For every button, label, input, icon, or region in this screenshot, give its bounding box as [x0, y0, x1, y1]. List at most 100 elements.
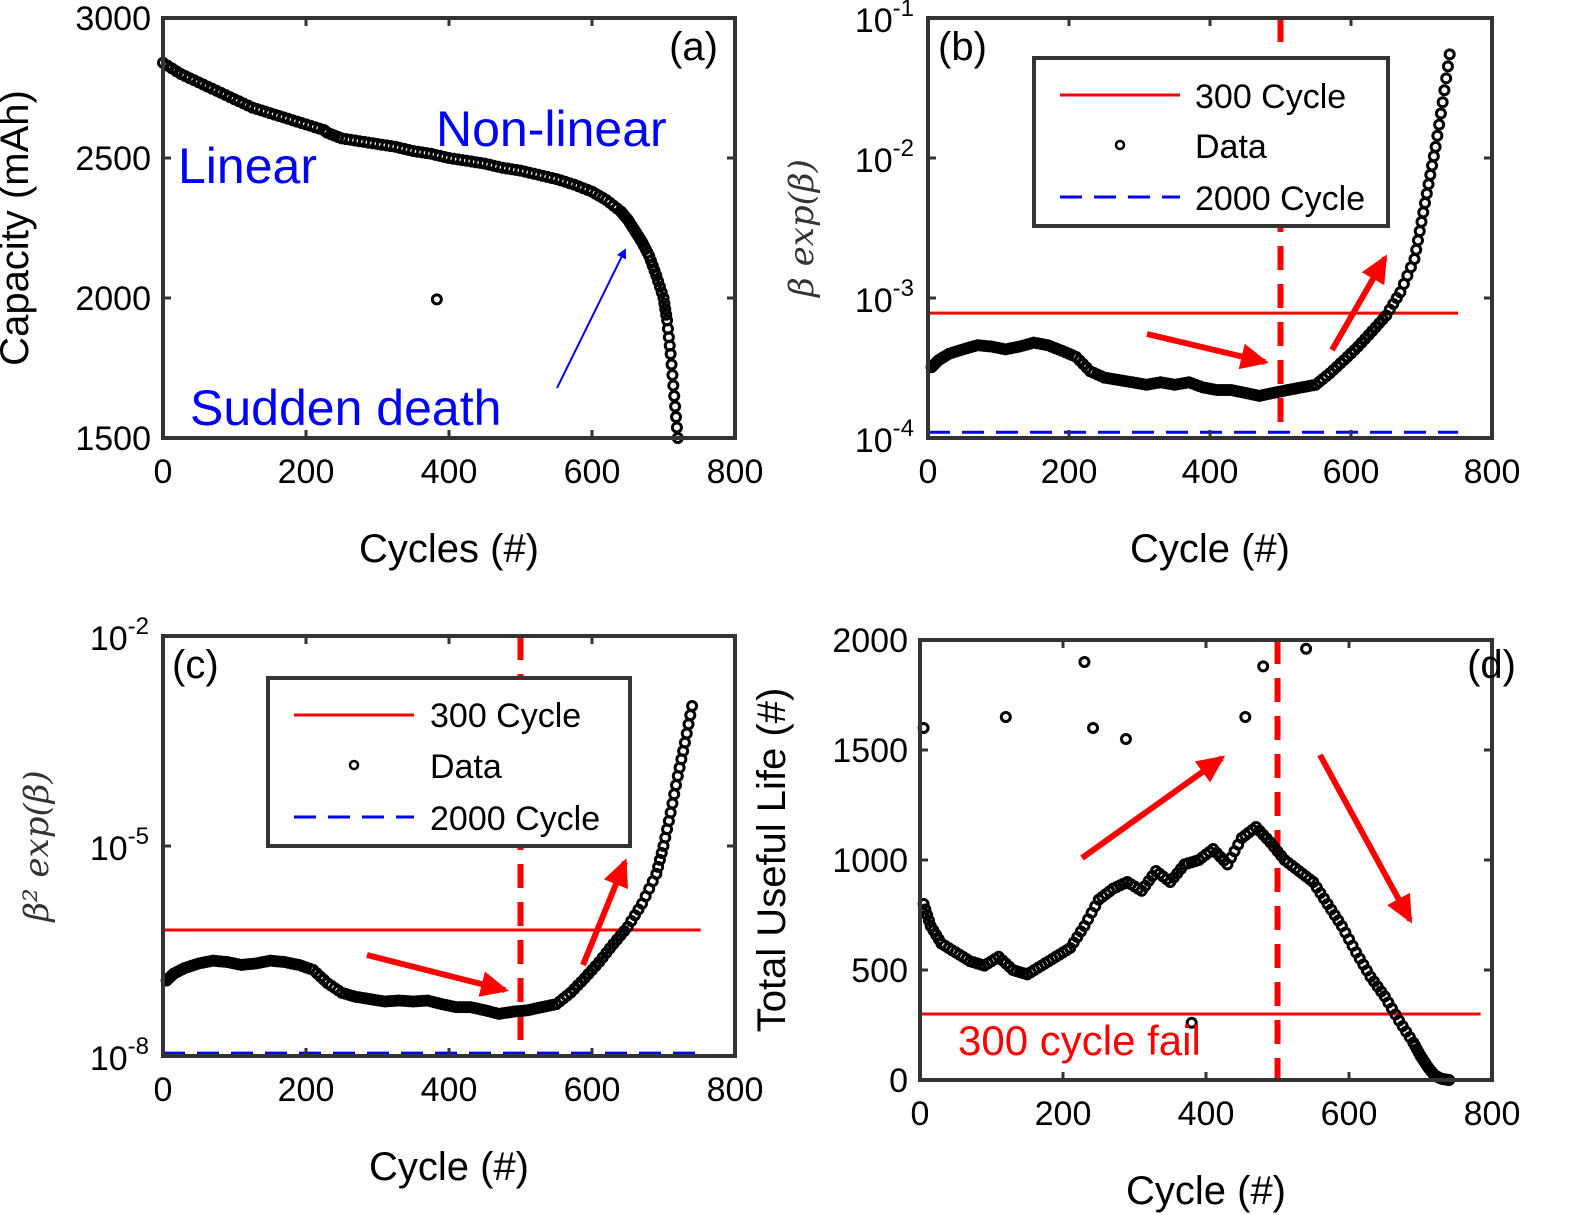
x-tick-label: 600 — [1323, 453, 1380, 491]
trend-arrow-2 — [580, 858, 628, 967]
data-point — [655, 846, 668, 859]
data-point — [665, 358, 678, 371]
data-point — [678, 736, 691, 749]
y-axis-label: β² exp(β) — [17, 770, 57, 923]
data-point — [680, 727, 693, 740]
annotation-non-linear: Non-linear — [436, 101, 667, 157]
data-point — [670, 779, 683, 792]
x-axis-label: Cycle (#) — [369, 1145, 529, 1189]
data-point — [1411, 234, 1424, 247]
x-tick-label: 200 — [1041, 453, 1098, 491]
data-point — [686, 700, 699, 712]
data-point — [668, 390, 681, 402]
y-tick-label: 10-5 — [90, 823, 149, 868]
data-point — [667, 379, 680, 392]
trend-arrow-2 — [1317, 753, 1413, 924]
x-tick-label: 400 — [1178, 1095, 1235, 1133]
panel-tag-a: (a) — [669, 25, 718, 69]
data-point — [1426, 159, 1439, 172]
panel-tag-c: (c) — [172, 643, 219, 687]
outlier-point — [430, 293, 443, 306]
data-point — [922, 914, 935, 927]
y-axis-label: β exp(β) — [782, 159, 822, 299]
x-tick-label: 800 — [707, 1071, 764, 1109]
legend-label-data: Data — [1195, 128, 1267, 166]
trend-arrow-2 — [1329, 254, 1388, 352]
data-point — [1433, 118, 1446, 131]
outlier-point — [1087, 722, 1100, 734]
y-axis-label: Total Useful Life (#) — [750, 688, 794, 1033]
outlier-point — [1300, 642, 1313, 655]
data-point — [666, 797, 679, 810]
data-point — [1420, 187, 1433, 200]
outlier-point — [1119, 733, 1132, 745]
trend-arrow-1 — [366, 952, 509, 997]
data-point — [664, 806, 677, 819]
x-tick-label: 800 — [1464, 453, 1521, 491]
data-point — [1436, 96, 1449, 109]
data-point — [1415, 215, 1428, 228]
data-point — [684, 709, 697, 722]
trend-arrow-1 — [1146, 331, 1269, 370]
data-point — [650, 269, 663, 282]
panel-b-beta-exp: 0 200 400 600 800 10-4 10-3 10-2 10-1 Cycle (#) β … — [782, 0, 1520, 571]
data-point — [1438, 84, 1451, 97]
panel-tag-b: (b) — [938, 25, 987, 69]
y-tick-label: 1500 — [832, 732, 908, 770]
y-tick-label: 2000 — [75, 280, 151, 318]
data-point — [657, 292, 670, 304]
data-point — [658, 297, 671, 310]
x-tick-label: 400 — [421, 1071, 478, 1109]
x-axis-label: Cycle (#) — [1126, 1169, 1286, 1213]
data-point — [682, 718, 695, 731]
x-tick-label: 0 — [154, 1071, 173, 1109]
data-point — [650, 867, 663, 880]
x-tick-label: 200 — [278, 1071, 335, 1109]
x-tick-label: 400 — [1182, 453, 1239, 491]
axes-frame — [161, 16, 737, 440]
outlier-point — [1239, 711, 1252, 723]
data-point — [660, 308, 673, 321]
y-tick-label: 2500 — [75, 140, 151, 178]
data-point — [1431, 129, 1444, 142]
data-point — [1427, 150, 1440, 163]
data-point — [670, 411, 683, 423]
y-tick-label: 10-2 — [90, 613, 149, 658]
y-tick-label: 10-4 — [855, 415, 914, 460]
data-point — [1424, 168, 1437, 181]
data-point — [1413, 225, 1426, 238]
y-axis-label: Capacity (mAh) — [0, 90, 37, 366]
annotation-sudden-death: Sudden death — [190, 380, 501, 436]
legend-label-data: Data — [430, 748, 502, 786]
data-point — [1429, 140, 1442, 153]
outlier-point — [999, 711, 1012, 723]
y-tick-label: 1500 — [75, 420, 151, 458]
x-tick-label: 800 — [707, 453, 764, 491]
x-tick-label: 200 — [278, 453, 335, 491]
y-tick-label: 10-3 — [855, 275, 914, 320]
outlier-point — [1078, 656, 1091, 668]
legend-label-300-cycle: 300 Cycle — [430, 697, 581, 735]
x-tick-label: 0 — [154, 453, 173, 491]
y-tick-label: 1000 — [832, 842, 908, 880]
data-point — [669, 400, 682, 413]
legend-label-300-cycle: 300 Cycle — [1195, 78, 1346, 116]
data-point — [652, 275, 665, 288]
x-tick-label: 600 — [564, 1071, 621, 1109]
y-tick-label: 10-2 — [855, 135, 914, 180]
data-point — [666, 369, 679, 381]
legend-label-2000-cycle: 2000 Cycle — [1195, 180, 1365, 218]
x-tick-label: 800 — [1464, 1095, 1521, 1133]
data-point — [1443, 48, 1456, 61]
data-point — [664, 348, 677, 360]
data-point — [1419, 197, 1432, 210]
data-point — [652, 860, 665, 873]
legend: 300 Cycle Data 2000 Cycle — [1032, 56, 1390, 228]
y-tick-label: 2000 — [832, 622, 908, 660]
annotation-300-cycle-fail: 300 cycle fail — [958, 1017, 1201, 1064]
data-point — [1408, 252, 1421, 265]
data-point — [1440, 72, 1453, 85]
panel-c-beta-squared-exp: 0 200 400 600 800 10-8 10-5 10-2 Cycle (#) β² exp… — [17, 613, 763, 1189]
data-point — [1434, 107, 1447, 120]
